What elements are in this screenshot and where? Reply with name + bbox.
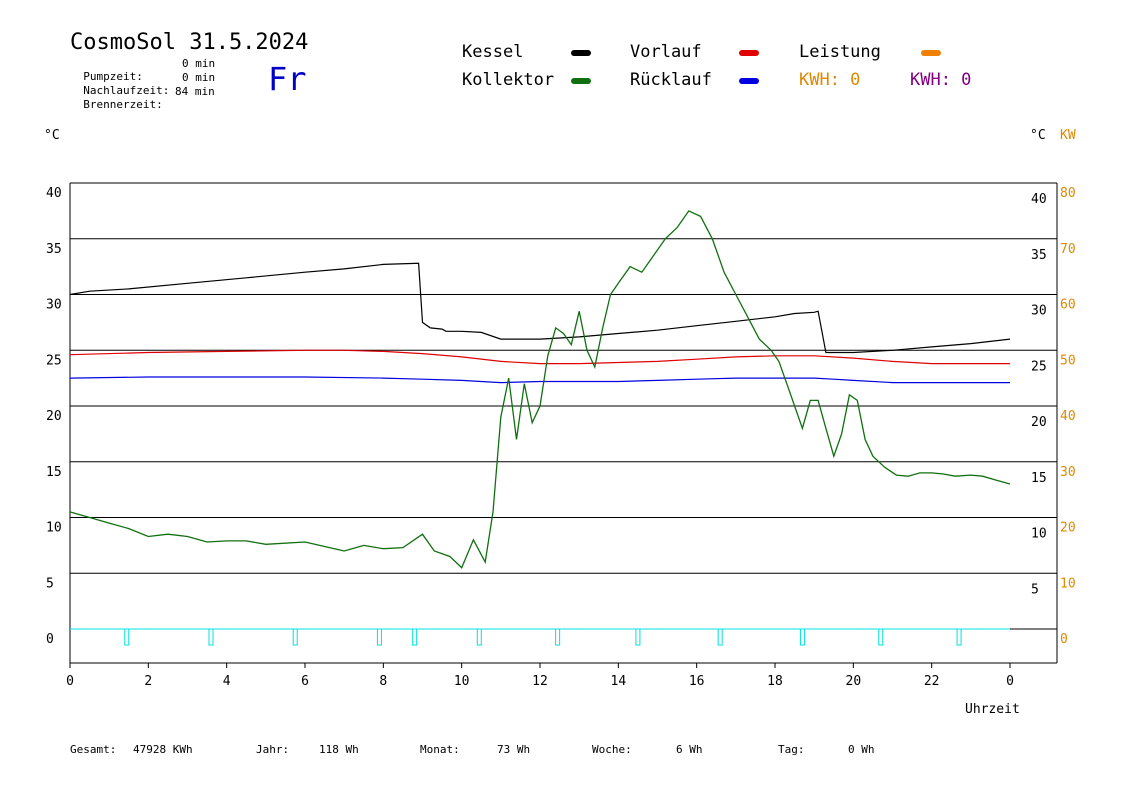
footer-jahr-value: 118 Wh xyxy=(319,743,359,756)
y-tick-label-right: 5 xyxy=(1031,582,1039,597)
x-tick-label: 4 xyxy=(223,674,231,689)
right-kw-unit-label: KW xyxy=(1060,128,1076,143)
legend-swatch-leistung xyxy=(921,50,941,56)
y-tick-label-kw: 40 xyxy=(1060,409,1076,424)
x-tick-label: 0 xyxy=(1006,674,1014,689)
footer-gesamt-label: Gesamt: xyxy=(70,743,117,756)
leistung-pulse xyxy=(376,628,382,646)
y-tick-label-right: 10 xyxy=(1031,527,1047,542)
x-tick-label: 14 xyxy=(611,674,627,689)
footer-monat-label: Monat: xyxy=(420,743,460,756)
legend-swatch-ruecklauf xyxy=(739,78,759,84)
footer-monat-value: 73 Wh xyxy=(497,743,531,756)
leistung-pulse xyxy=(208,628,214,646)
y-tick-label-right: 20 xyxy=(1031,415,1047,430)
x-tick-label: 12 xyxy=(532,674,548,689)
y-tick-label-kw: 30 xyxy=(1060,465,1076,480)
y-tick-label-right: 30 xyxy=(1031,304,1047,319)
info-row-brennerzeit: Brennerzeit: 84 min xyxy=(70,85,215,124)
x-axis-label: Uhrzeit xyxy=(965,702,1020,717)
y-tick-label-right: 40 xyxy=(1031,192,1047,207)
info-label: Nachlaufzeit: xyxy=(83,84,170,97)
series-line-rcklauf xyxy=(69,376,1010,384)
legend-swatch-kollektor xyxy=(571,78,591,84)
footer-tag-value: 0 Wh xyxy=(848,743,875,756)
legend-swatch-kessel xyxy=(571,50,591,56)
x-tick-label: 10 xyxy=(454,674,470,689)
legend-label-kessel: Kessel xyxy=(462,42,524,62)
y-tick-label-right: 15 xyxy=(1031,471,1047,486)
leistung-pulse xyxy=(956,628,962,646)
leistung-pulse xyxy=(124,628,130,646)
series-line-kessel xyxy=(69,262,1011,354)
y-tick-label-kw: 70 xyxy=(1060,242,1076,257)
kwh-leistung: KWH: 0 xyxy=(799,70,861,90)
y-tick-label-left: 5 xyxy=(46,576,54,591)
y-tick-label-left: 0 xyxy=(46,632,54,647)
footer-jahr-label: Jahr: xyxy=(256,743,290,756)
y-tick-label-left: 25 xyxy=(46,353,62,368)
y-tick-label-left: 30 xyxy=(46,298,62,313)
info-row-pumpzeit: Pumpzeit: 0 min xyxy=(70,57,215,96)
leistung-pulse xyxy=(878,628,884,646)
left-unit-label: °C xyxy=(44,128,60,143)
info-row-nachlaufzeit: Nachlaufzeit: 0 min xyxy=(70,71,215,110)
y-tick-label-left: 15 xyxy=(46,465,62,480)
info-value: 0 min xyxy=(182,57,216,70)
right-unit-label: °C xyxy=(1030,128,1046,143)
y-tick-label-kw: 0 xyxy=(1060,632,1068,647)
footer-woche-label: Woche: xyxy=(592,743,632,756)
legend-label-leistung: Leistung xyxy=(799,42,881,62)
leistung-pulse xyxy=(476,628,482,646)
kwh-secondary: KWH: 0 xyxy=(910,70,972,90)
y-tick-label-right: 25 xyxy=(1031,359,1047,374)
weekday-label: Fr xyxy=(268,60,307,98)
x-tick-label: 2 xyxy=(144,674,152,689)
y-tick-label-left: 10 xyxy=(46,521,62,536)
y-tick-label-kw: 80 xyxy=(1060,186,1076,201)
footer-tag-label: Tag: xyxy=(778,743,805,756)
x-tick-label: 6 xyxy=(301,674,309,689)
footer-woche-value: 6 Wh xyxy=(676,743,703,756)
leistung-pulse xyxy=(412,628,418,646)
page-title: CosmoSol 31.5.2024 xyxy=(70,30,309,55)
y-tick-label-kw: 20 xyxy=(1060,521,1076,536)
x-tick-label: 20 xyxy=(846,674,862,689)
legend-label-kollektor: Kollektor xyxy=(462,70,555,90)
series-line-kollektor xyxy=(69,210,1011,569)
y-tick-label-kw: 10 xyxy=(1060,576,1076,591)
info-label: Brennerzeit: xyxy=(83,98,163,111)
leistung-pulse xyxy=(635,628,641,646)
legend-swatch-vorlauf xyxy=(739,50,759,56)
y-tick-label-left: 20 xyxy=(46,409,62,424)
legend-label-vorlauf: Vorlauf xyxy=(630,42,702,62)
y-tick-label-kw: 60 xyxy=(1060,298,1076,313)
y-tick-label-kw: 50 xyxy=(1060,353,1076,368)
y-tick-label-right: 35 xyxy=(1031,248,1047,263)
footer-gesamt-value: 47928 KWh xyxy=(133,743,193,756)
leistung-pulse xyxy=(799,628,805,646)
legend-label-ruecklauf: Rücklauf xyxy=(630,70,712,90)
x-tick-label: 0 xyxy=(66,674,74,689)
x-tick-label: 18 xyxy=(767,674,783,689)
info-value: 84 min xyxy=(175,85,215,98)
x-tick-label: 16 xyxy=(689,674,705,689)
x-tick-label: 8 xyxy=(379,674,387,689)
leistung-pulse xyxy=(717,628,723,646)
x-tick-label: 22 xyxy=(924,674,940,689)
series-line-vorlauf xyxy=(69,349,1010,365)
y-tick-label-left: 40 xyxy=(46,186,62,201)
leistung-pulse xyxy=(555,628,561,646)
y-tick-label-left: 35 xyxy=(46,242,62,257)
info-value: 0 min xyxy=(182,71,216,84)
info-label: Pumpzeit: xyxy=(83,70,143,83)
leistung-pulse xyxy=(292,628,298,646)
